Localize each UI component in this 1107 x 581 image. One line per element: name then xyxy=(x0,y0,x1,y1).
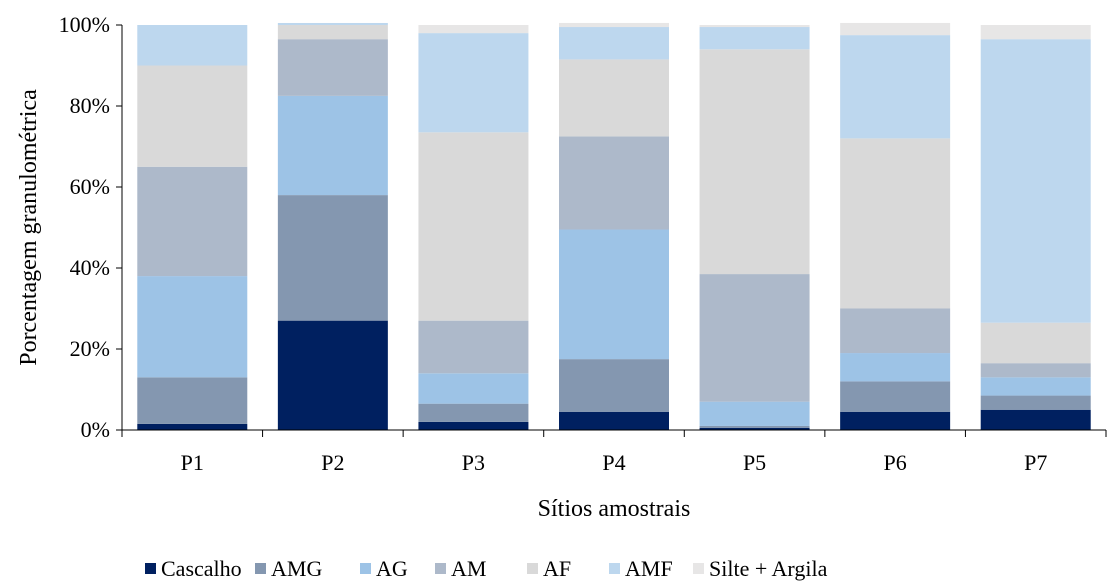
bar-segment xyxy=(699,25,810,28)
bar-segment xyxy=(559,229,669,360)
legend-label: AF xyxy=(543,556,571,581)
legend-label: AMF xyxy=(625,556,673,581)
bar-segment xyxy=(699,27,810,50)
legend-swatch xyxy=(145,563,156,574)
legend-label: AM xyxy=(451,556,486,581)
y-tick-label: 80% xyxy=(70,93,110,118)
bar-segment xyxy=(559,22,669,28)
bar-segment xyxy=(980,322,1091,364)
bar-segment xyxy=(137,25,248,66)
bar-segment xyxy=(418,421,529,430)
legend-swatch xyxy=(609,563,620,574)
legend-swatch xyxy=(255,563,266,574)
bar-segment xyxy=(840,411,951,430)
bar-segment xyxy=(559,59,669,137)
bar-segment xyxy=(840,381,951,412)
legend: Cascalho AMG AG AM AF AMF Silte + Argila xyxy=(145,556,828,581)
bar-segment xyxy=(277,95,388,196)
y-tick-label: 100% xyxy=(59,12,110,37)
bar-segment xyxy=(980,25,1091,40)
bar-segment xyxy=(840,138,951,309)
bar-segment xyxy=(980,395,1091,410)
bar-segment xyxy=(980,363,1091,378)
bar-segment xyxy=(840,22,951,36)
legend-swatch xyxy=(435,563,446,574)
bar-segment xyxy=(699,425,810,428)
y-tick-label: 40% xyxy=(70,255,110,280)
y-tick-label: 0% xyxy=(81,417,110,442)
x-tick-label: P2 xyxy=(321,450,344,475)
bar-segment xyxy=(559,27,669,60)
x-tick-label: P6 xyxy=(884,450,907,475)
y-tick-label: 20% xyxy=(70,336,110,361)
bar-segment xyxy=(699,401,810,426)
bar-segment xyxy=(559,136,669,230)
bar-segment xyxy=(980,409,1091,430)
bar-segment xyxy=(840,308,951,354)
bar-segment xyxy=(277,39,388,96)
bar-segment xyxy=(137,423,248,430)
x-axis-title: Sítios amostrais xyxy=(538,496,691,522)
bar-segment xyxy=(137,276,248,378)
bar-segment xyxy=(418,25,529,34)
bars-group xyxy=(137,22,1091,430)
bar-segment xyxy=(277,195,388,321)
legend-swatch xyxy=(693,563,704,574)
bar-segment xyxy=(277,320,388,430)
axes-group xyxy=(121,25,1106,431)
bar-segment xyxy=(699,427,810,430)
bar-segment xyxy=(699,49,810,275)
bar-segment xyxy=(418,33,529,133)
bar-segment xyxy=(980,377,1091,396)
x-tick-label: P1 xyxy=(181,450,204,475)
legend-label: Cascalho xyxy=(161,556,242,581)
bar-segment xyxy=(277,22,388,25)
x-tick-label: P5 xyxy=(743,450,766,475)
y-axis-title: Porcentagem granulométrica xyxy=(16,89,42,366)
bar-segment xyxy=(137,166,248,277)
y-ticks-group: 0% 20% 40% 60% 80% 100% xyxy=(59,12,122,442)
bar-segment xyxy=(137,377,248,424)
x-tick-label: P3 xyxy=(462,450,485,475)
bar-segment xyxy=(559,411,669,430)
legend-swatch xyxy=(360,563,371,574)
bar-segment xyxy=(840,35,951,139)
bar-segment xyxy=(418,403,529,422)
bar-segment xyxy=(980,39,1091,323)
bar-segment xyxy=(418,373,529,404)
bar-segment xyxy=(559,359,669,412)
x-tick-label: P4 xyxy=(602,450,625,475)
bar-segment xyxy=(418,320,529,374)
bar-segment xyxy=(699,274,810,402)
bar-segment xyxy=(840,353,951,382)
bar-segment xyxy=(418,132,529,321)
legend-label: Silte + Argila xyxy=(709,556,828,581)
x-ticks-group: P1 P2 P3 P4 P5 P6 P7 xyxy=(121,430,1107,475)
bar-segment xyxy=(277,25,388,40)
legend-label: AG xyxy=(376,556,408,581)
legend-swatch xyxy=(527,563,538,574)
y-tick-label: 60% xyxy=(70,174,110,199)
legend-label: AMG xyxy=(271,556,322,581)
x-tick-label: P7 xyxy=(1024,450,1047,475)
bar-segment xyxy=(137,65,248,167)
